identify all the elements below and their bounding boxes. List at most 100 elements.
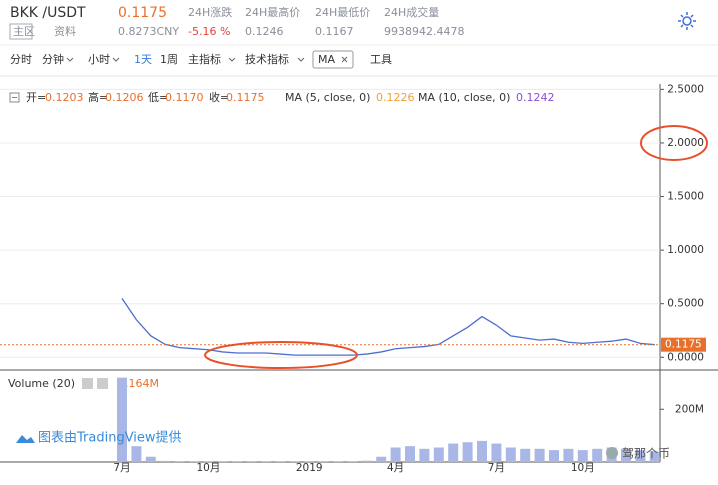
indicator-chip[interactable]	[312, 50, 354, 69]
volume-bar	[189, 461, 199, 462]
volume-bar	[333, 461, 343, 462]
volume-bar	[217, 461, 228, 462]
volume-bar	[405, 446, 415, 462]
volume-bar	[621, 448, 631, 462]
toolbar-item[interactable]: 技术指标	[245, 52, 289, 66]
volume-bar	[246, 461, 257, 462]
y-tick-label: 0.0000	[667, 351, 704, 363]
toolbar-item[interactable]: 1周	[160, 53, 178, 66]
volume-bar	[520, 448, 531, 462]
ohlc-value: 0.1170	[165, 91, 204, 104]
toolbar-item[interactable]: 主指标	[188, 52, 221, 66]
theme-icon[interactable]	[678, 12, 696, 30]
tab[interactable]: 主区	[13, 25, 35, 38]
x-tick-label: 7月	[488, 462, 505, 474]
x-tick-label: 10月	[196, 462, 220, 474]
settings-icon[interactable]	[82, 378, 93, 389]
volume-bar	[261, 461, 271, 462]
volume-bar	[448, 443, 459, 462]
caret	[66, 57, 74, 62]
tab[interactable]: 资料	[54, 24, 76, 38]
last-price-box	[661, 337, 706, 352]
tab-box	[9, 23, 33, 40]
toolbar-item[interactable]: 工具	[370, 53, 392, 66]
ohlc-value: 0.1206	[105, 91, 144, 104]
pair: BKK /USDT	[10, 5, 86, 21]
y-tick-label: 200M	[675, 403, 704, 415]
ma-label: MA (10, close, 0)	[418, 91, 510, 104]
ohlc-value: 0.1175	[226, 91, 265, 104]
stat-label: 24H涨跌	[188, 5, 232, 19]
cny: 0.8273CNY	[118, 25, 179, 38]
volume-bar	[477, 440, 487, 462]
wechat-icon	[606, 447, 618, 459]
collapse-icon[interactable]	[9, 92, 20, 103]
highlight-ellipse	[204, 341, 358, 369]
watermark: 图表由TradingView提供	[38, 430, 182, 446]
ohlc-label: 开=	[26, 91, 46, 104]
y-tick-label: 0.5000	[667, 298, 704, 310]
stat-value: 0.1167	[315, 25, 354, 38]
caret	[228, 57, 236, 62]
volume-bar	[505, 447, 516, 462]
volume-bar	[203, 461, 214, 462]
volume-bar	[361, 460, 372, 462]
volume-bar	[649, 451, 660, 462]
highlight-ellipse	[640, 125, 708, 161]
volume-bar	[390, 447, 401, 462]
volume-bar	[117, 377, 127, 462]
volume-bar	[160, 460, 171, 462]
ma-label: MA (5, close, 0)	[285, 91, 370, 104]
close-icon[interactable]	[97, 378, 108, 389]
price: 0.1175	[118, 5, 167, 21]
stat-label: 24H最高价	[245, 5, 300, 19]
caret	[112, 57, 120, 62]
volume-bar	[577, 450, 588, 462]
chip-close[interactable]	[341, 56, 348, 63]
toolbar-item[interactable]: 小时	[88, 53, 110, 66]
tv-logo	[16, 435, 35, 443]
volume-bar	[563, 448, 574, 462]
volume-bar	[549, 450, 559, 462]
y-tick-label: 1.0000	[667, 244, 704, 256]
stat-label: 24H最低价	[315, 6, 370, 19]
volume-bar	[376, 456, 387, 462]
toolbar-item[interactable]: 分时	[10, 53, 32, 66]
volume-bar	[304, 461, 315, 462]
ohlc-label: 高=	[88, 90, 108, 104]
toolbar-item[interactable]: MA	[318, 53, 335, 66]
y-tick-label: 2.5000	[667, 83, 704, 95]
plot: 0.0000 0.5000 1.0000 1.5000 2.0000 2.5000 0.11…	[0, 83, 706, 474]
stat-value: -5.16 %	[188, 25, 230, 38]
volume-bar	[491, 443, 502, 462]
volume-bar	[232, 461, 243, 462]
x-tick-label: 7月	[113, 462, 130, 474]
ohlc-value: 0.1203	[45, 91, 84, 104]
volume-bar	[462, 442, 473, 462]
volume-bar	[592, 448, 603, 462]
y-tick-label: 2.0000	[667, 137, 704, 149]
volume-label: Volume (20)	[8, 377, 75, 390]
volume-bar	[534, 448, 545, 462]
ma-value: 0.1226	[376, 91, 415, 104]
volume-bar	[174, 461, 185, 462]
stat-value: 0.1246	[245, 25, 284, 38]
volume-bar	[145, 456, 156, 462]
last-price-label: 0.1175	[665, 339, 702, 351]
ohlc-label: 低=	[148, 91, 168, 104]
volume-bar	[433, 447, 444, 462]
volume-bar	[635, 450, 646, 462]
ma-value: 0.1242	[516, 91, 555, 104]
stat-label: 24H成交量	[384, 5, 439, 19]
caret	[297, 57, 305, 62]
volume-bar	[347, 461, 358, 462]
ohlc-label: 收=	[209, 90, 229, 104]
toolbar-item[interactable]: 分钟	[42, 52, 64, 66]
x-tick-label: 2019	[296, 462, 323, 474]
volume-bar	[318, 461, 329, 462]
x-tick-label: 10月	[571, 462, 595, 474]
toolbar-item-selected[interactable]: 1天	[134, 53, 152, 66]
stat-value: 9938942.4478	[384, 25, 464, 38]
